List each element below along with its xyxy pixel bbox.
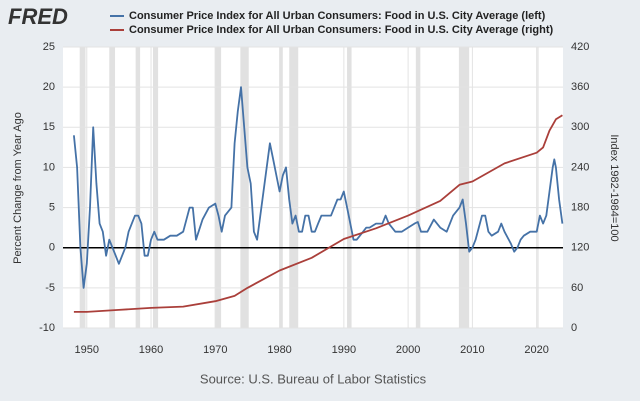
x-tick-label: 1960 [139,344,163,356]
y2-tick-label: 60 [571,282,583,294]
recession-band [289,47,299,328]
x-tick-label: 1950 [75,344,99,356]
recession-band [79,47,86,328]
recession-band [109,47,116,328]
y-tick-label: 25 [43,41,55,53]
plot-area [63,47,563,328]
legend-label: Consumer Price Index for All Urban Consu… [129,10,546,22]
x-tick-label: 2000 [396,344,420,356]
recession-band [537,47,539,328]
recession-band [458,47,470,328]
recession-band [240,47,249,328]
logo: FRED [8,4,68,29]
x-tick-label: 2010 [460,344,484,356]
x-tick-label: 1980 [267,344,291,356]
y-tick-label: -10 [39,322,55,334]
y2-tick-label: 0 [571,322,577,334]
x-tick-label: 1990 [332,344,356,356]
x-tick-label: 1970 [203,344,227,356]
y2-tick-label: 240 [571,161,589,173]
series-line [73,86,564,289]
y-axis-title: Percent Change from Year Ago [12,112,24,264]
y-tick-label: 0 [49,242,55,254]
recession-band [415,47,421,328]
legend-label: Consumer Price Index for All Urban Consu… [129,24,554,36]
series-line [73,114,563,313]
source-note: Source: U.S. Bureau of Labor Statistics [200,371,427,386]
y-tick-label: 15 [43,121,55,133]
y-tick-label: 20 [43,81,55,93]
x-tick-label: 2020 [524,344,548,356]
recession-band [214,47,222,328]
y2-tick-label: 300 [571,121,589,133]
y-tick-label: 10 [43,161,55,173]
recession-band [152,47,159,328]
y2-tick-label: 420 [571,41,589,53]
y-tick-label: 5 [49,201,55,213]
recession-band [135,47,141,328]
y-tick-label: -5 [45,282,55,294]
y2-axis-title: Index 1982-1984=100 [608,134,620,241]
y2-tick-label: 120 [571,242,589,254]
y2-tick-label: 360 [571,81,589,93]
y2-tick-label: 180 [571,201,589,213]
recession-band [347,47,352,328]
